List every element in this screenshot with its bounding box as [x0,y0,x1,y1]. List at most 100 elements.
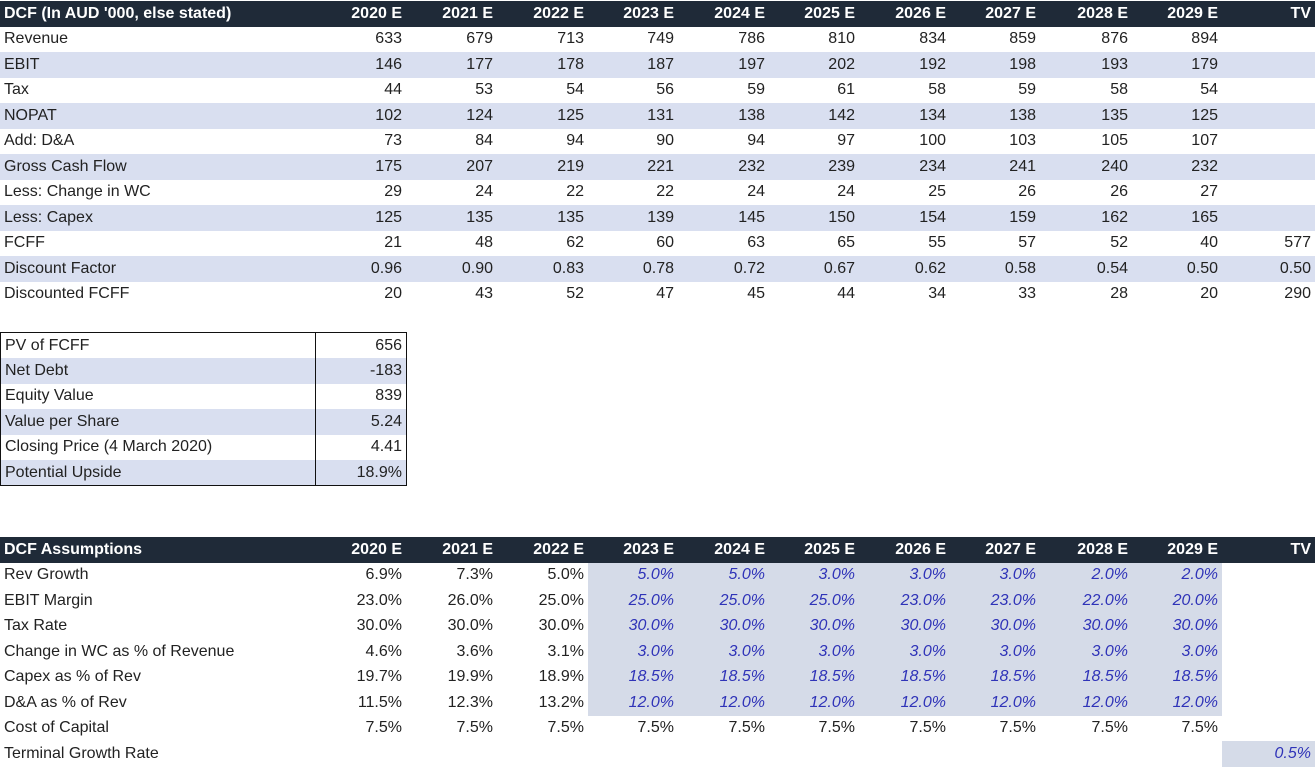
assumption-column-header: 2029 E [1132,537,1222,563]
assumption-cell[interactable]: 3.0% [950,639,1040,665]
summary-value: 839 [375,387,402,405]
summary-value: -183 [315,358,407,384]
assumption-cell[interactable]: 3.0% [950,562,1040,588]
dcf-cell: 241 [950,154,1040,180]
dcf-row: Discounted FCFF 20 43 52 47 45 44 34 33 28 20 290 [0,282,1315,308]
assumption-cell[interactable]: 3.0% [769,562,859,588]
dcf-cell [1222,103,1315,129]
dcf-cell: 134 [859,103,950,129]
assumption-cell[interactable]: 30.0% [859,613,950,639]
dcf-column-header: 2028 E [1040,1,1132,27]
assumption-cell: 7.5% [547,719,584,737]
assumption-cell[interactable]: 23.0% [859,588,950,614]
assumption-cell[interactable]: 18.5% [859,664,950,690]
dcf-row-label: Gross Cash Flow [0,154,316,180]
assumption-cell[interactable]: 12.0% [1132,690,1222,716]
assumption-cell[interactable]: 12.0% [769,690,859,716]
dcf-cell: 97 [837,132,855,150]
assumption-cell [1132,741,1222,767]
assumption-cell[interactable]: 18.5% [1040,664,1132,690]
assumption-row: Cost of Capital 7.5% 7.5% 7.5% 7.5% 7.5% 7.5% 7… [0,716,1315,742]
dcf-cell: 139 [588,205,678,231]
dcf-cell: 633 [375,30,402,48]
assumption-cell[interactable]: 3.0% [1040,639,1132,665]
dcf-column-header: 2024 E [678,1,769,27]
assumption-cell[interactable]: 30.0% [769,613,859,639]
dcf-row-label: EBIT [0,52,316,78]
dcf-cell: 43 [475,285,493,303]
dcf-row: Add: D&A 73 84 94 90 94 97 100 103 105 107 [0,129,1315,155]
assumption-cell: 3.1% [547,642,584,660]
dcf-cell: 40 [1200,234,1218,252]
dcf-row-label: Less: Change in WC [4,183,151,201]
assumption-cell[interactable]: 18.5% [769,664,859,690]
assumption-cell[interactable]: 30.0% [678,613,769,639]
assumption-cell[interactable]: 5.0% [678,562,769,588]
assumption-cell[interactable]: 12.0% [588,690,678,716]
dcf-cell: 54 [1200,81,1218,99]
dcf-cell: 193 [1040,52,1132,78]
dcf-cell: 84 [475,132,493,150]
dcf-cell: 0.54 [1040,256,1132,282]
assumption-cell[interactable]: 25.0% [678,588,769,614]
assumption-cell[interactable]: 2.0% [1132,562,1222,588]
assumption-cell[interactable]: 25.0% [769,588,859,614]
assumption-cell[interactable]: 18.5% [588,664,678,690]
assumption-cell[interactable]: 30.0% [1040,613,1132,639]
assumption-cell[interactable]: 12.0% [950,690,1040,716]
dcf-cell: 25 [928,183,946,201]
assumption-cell[interactable]: 20.0% [1132,588,1222,614]
dcf-cell: 125 [497,103,588,129]
assumption-cell[interactable]: 12.0% [1040,690,1132,716]
assumption-cell [678,741,769,767]
assumption-cell[interactable]: 22.0% [1040,588,1132,614]
assumption-cell[interactable]: 3.0% [859,639,950,665]
dcf-cell: 207 [406,154,497,180]
assumption-cell[interactable]: 18.5% [950,664,1040,690]
assumption-cell[interactable]: 3.0% [1132,639,1222,665]
assumption-cell[interactable]: 0.5% [1222,741,1315,767]
dcf-cell: 27 [1200,183,1218,201]
dcf-cell: 146 [316,52,406,78]
dcf-cell: 52 [1110,234,1128,252]
assumption-cell[interactable]: 2.0% [1040,562,1132,588]
assumption-cell[interactable]: 23.0% [950,588,1040,614]
assumption-cell[interactable]: 18.5% [1132,664,1222,690]
assumption-cell[interactable]: 30.0% [588,613,678,639]
dcf-cell: 165 [1132,205,1222,231]
assumption-row: D&A as % of Rev 11.5% 12.3% 13.2% 12.0% 12.0%… [0,690,1315,716]
assumption-cell: 7.5% [637,719,674,737]
assumption-cell[interactable]: 5.0% [588,562,678,588]
assumption-cell[interactable]: 12.0% [678,690,769,716]
dcf-cell: 0.78 [588,256,678,282]
assumption-cell[interactable]: 3.0% [678,639,769,665]
assumption-cell: 13.2% [538,693,584,711]
assumption-row: EBIT Margin 23.0% 26.0% 25.0% 25.0% 25.0% 25.0… [0,588,1315,614]
dcf-cell: 240 [1040,154,1132,180]
assumption-cell[interactable]: 25.0% [588,588,678,614]
assumption-cell [406,741,497,767]
valuation-summary-table: PV of FCFF 656 Net Debt -183 Equity Value 839… [0,332,407,486]
summary-value: 4.41 [370,438,402,456]
assumption-row-label: Cost of Capital [4,719,109,737]
assumption-cell[interactable]: 12.0% [859,690,950,716]
assumption-cell[interactable]: 30.0% [950,613,1040,639]
dcf-cell: 234 [859,154,950,180]
assumption-row: Change in WC as % of Revenue 4.6% 3.6% 3.1%… [0,639,1315,665]
assumption-cell[interactable]: 3.0% [769,639,859,665]
dcf-cell: 138 [678,103,769,129]
dcf-cell: 159 [950,205,1040,231]
assumption-cell[interactable]: 3.0% [859,562,950,588]
dcf-column-header: 2021 E [406,1,497,27]
assumption-cell[interactable]: 30.0% [1132,613,1222,639]
assumption-cell[interactable]: 18.5% [678,664,769,690]
dcf-cell: 125 [1132,103,1222,129]
summary-label: Net Debt [0,358,316,384]
assumption-cell: 26.0% [447,591,493,609]
dcf-cell: 26 [1018,183,1036,201]
assumption-cell[interactable]: 3.0% [588,639,678,665]
dcf-row-label: Less: Capex [0,205,316,231]
dcf-cell: 24 [475,183,493,201]
assumption-cell [588,741,678,767]
dcf-row-label: Discounted FCFF [4,285,130,303]
